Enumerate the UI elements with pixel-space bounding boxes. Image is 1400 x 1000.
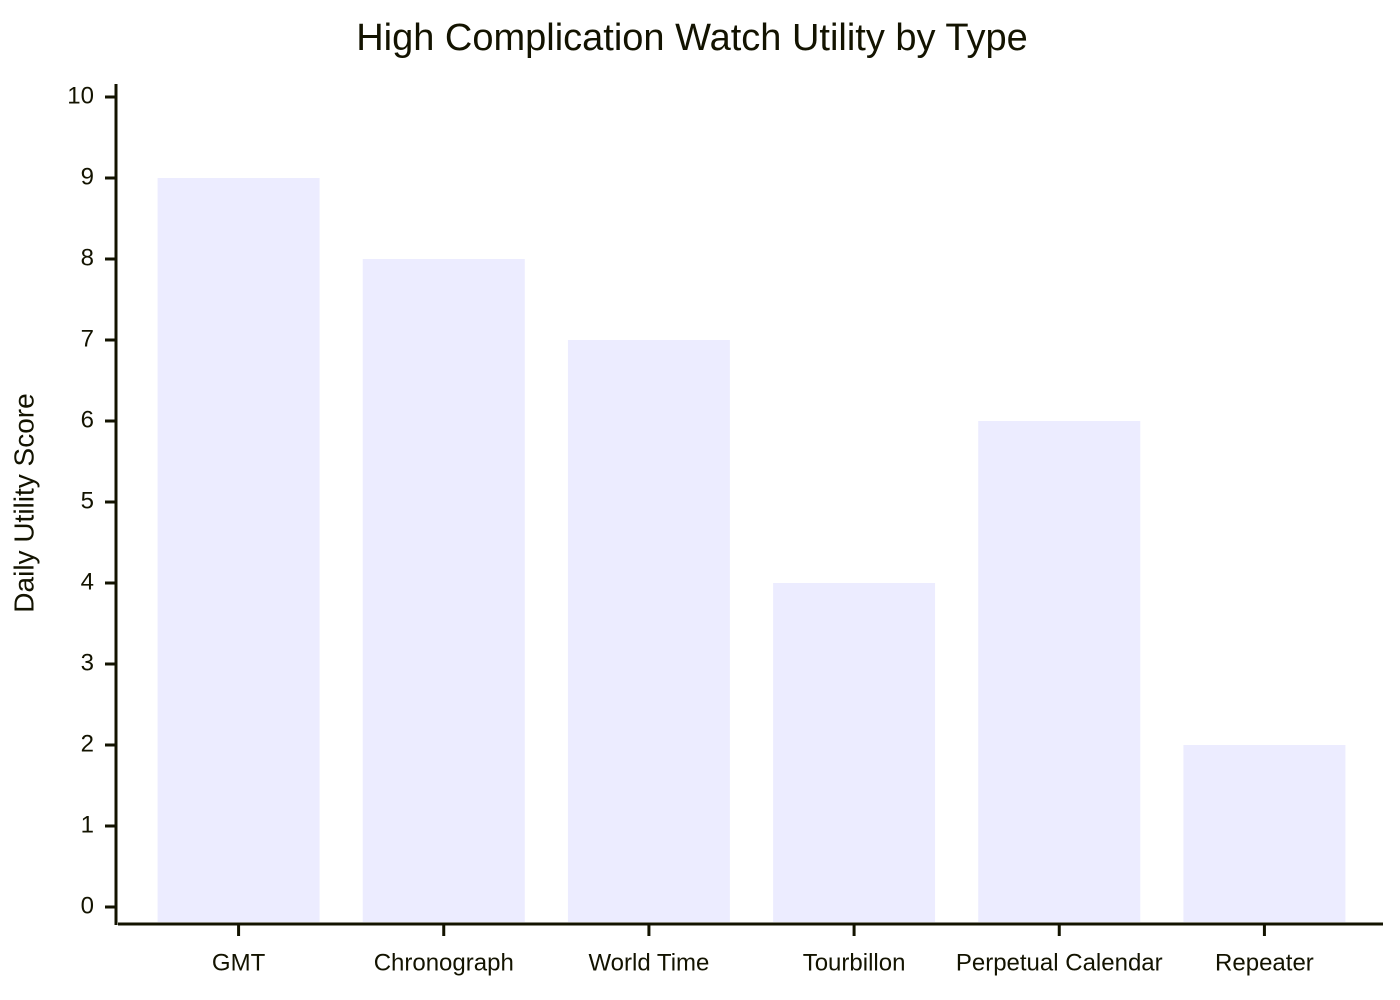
y-tick-label: 4 bbox=[81, 568, 94, 595]
y-tick-label: 6 bbox=[81, 406, 94, 433]
x-tick-label: World Time bbox=[588, 949, 709, 976]
y-tick-label: 5 bbox=[81, 487, 94, 514]
y-axis-label: Daily Utility Score bbox=[8, 393, 39, 612]
x-tick-label: Perpetual Calendar bbox=[956, 949, 1163, 976]
y-tick-label: 0 bbox=[81, 892, 94, 919]
bar bbox=[157, 178, 320, 922]
y-tick-label: 3 bbox=[81, 649, 94, 676]
x-tick-label: Tourbillon bbox=[803, 949, 906, 976]
y-tick-label: 7 bbox=[81, 325, 94, 352]
bar bbox=[978, 421, 1141, 922]
chart-title: High Complication Watch Utility by Type bbox=[356, 17, 1028, 59]
x-tick-label: Repeater bbox=[1215, 949, 1314, 976]
y-tick-label: 9 bbox=[81, 163, 94, 190]
y-tick-label: 1 bbox=[81, 811, 94, 838]
y-tick-label: 10 bbox=[67, 82, 94, 109]
y-tick-label: 2 bbox=[81, 730, 94, 757]
x-tick-label: GMT bbox=[212, 949, 266, 976]
y-tick-label: 8 bbox=[81, 244, 94, 271]
bar bbox=[773, 583, 936, 922]
bar bbox=[1183, 745, 1346, 922]
x-tick-label: Chronograph bbox=[374, 949, 514, 976]
bar bbox=[567, 340, 730, 922]
bar bbox=[362, 259, 525, 922]
